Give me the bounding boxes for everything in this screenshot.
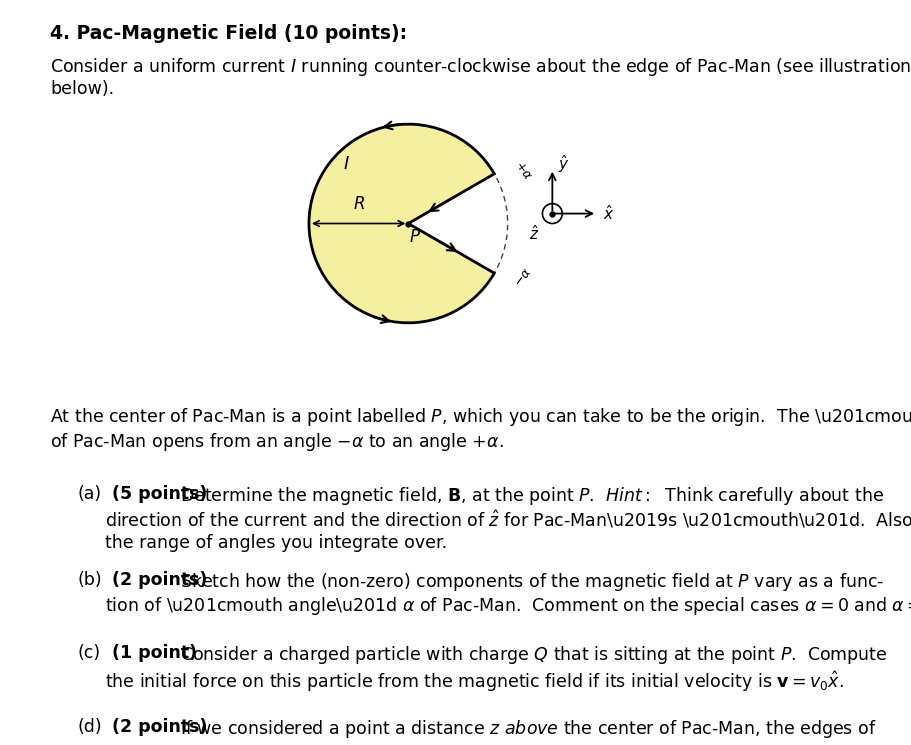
Text: $I$: $I$: [343, 155, 350, 173]
Text: (a): (a): [77, 485, 101, 503]
Text: of Pac-Man opens from an angle $-\alpha$ to an angle $+\alpha$.: of Pac-Man opens from an angle $-\alpha$…: [50, 431, 504, 453]
Text: (1 point): (1 point): [112, 644, 197, 662]
Text: If we considered a point a distance $z$ $\mathit{above}$ the center of Pac-Man, : If we considered a point a distance $z$ …: [180, 718, 877, 741]
Text: (d): (d): [77, 718, 102, 736]
Text: Consider a uniform current $I$ running counter-clockwise about the edge of Pac-M: Consider a uniform current $I$ running c…: [50, 56, 911, 78]
Text: (c): (c): [77, 644, 100, 662]
Text: $\hat{z}$: $\hat{z}$: [529, 224, 539, 243]
Text: $-\alpha$: $-\alpha$: [513, 265, 535, 289]
Text: below).: below).: [50, 80, 114, 98]
Text: $\hat{y}$: $\hat{y}$: [558, 153, 570, 175]
Text: Determine the magnetic field, $\mathbf{B}$, at the point $P$.  $\mathit{Hint:}$ : Determine the magnetic field, $\mathbf{B…: [180, 485, 885, 507]
Text: (2 points): (2 points): [112, 571, 208, 589]
Text: the initial force on this particle from the magnetic field if its initial veloci: the initial force on this particle from …: [105, 669, 844, 694]
Text: $\hat{x}$: $\hat{x}$: [603, 204, 615, 223]
Text: At the center of Pac-Man is a point labelled $P$, which you can take to be the o: At the center of Pac-Man is a point labe…: [50, 406, 911, 428]
Text: direction of the current and the direction of $\hat{z}$ for Pac-Man\u2019s \u201: direction of the current and the directi…: [105, 510, 911, 531]
Text: tion of \u201cmouth angle\u201d $\alpha$ of Pac-Man.  Comment on the special cas: tion of \u201cmouth angle\u201d $\alpha$…: [105, 595, 911, 618]
Wedge shape: [309, 124, 495, 323]
Text: (2 points): (2 points): [112, 718, 208, 736]
Text: the range of angles you integrate over.: the range of angles you integrate over.: [105, 534, 447, 552]
Text: (5 points): (5 points): [112, 485, 208, 503]
Text: (b): (b): [77, 571, 102, 589]
Text: Consider a charged particle with charge $Q$ that is sitting at the point $P$.  C: Consider a charged particle with charge …: [180, 644, 888, 667]
Text: the \u201cmouth\u201d would contribute to the field.  In what $\mathit{direction: the \u201cmouth\u201d would contribute t…: [105, 743, 911, 745]
Text: $R$: $R$: [353, 194, 364, 212]
Text: 4. Pac-Magnetic Field (10 points):: 4. Pac-Magnetic Field (10 points):: [50, 24, 407, 43]
Text: $P$: $P$: [409, 229, 421, 247]
Text: $+\alpha$: $+\alpha$: [513, 158, 535, 182]
Text: Sketch how the (non-zero) components of the magnetic field at $P$ vary as a func: Sketch how the (non-zero) components of …: [180, 571, 885, 593]
